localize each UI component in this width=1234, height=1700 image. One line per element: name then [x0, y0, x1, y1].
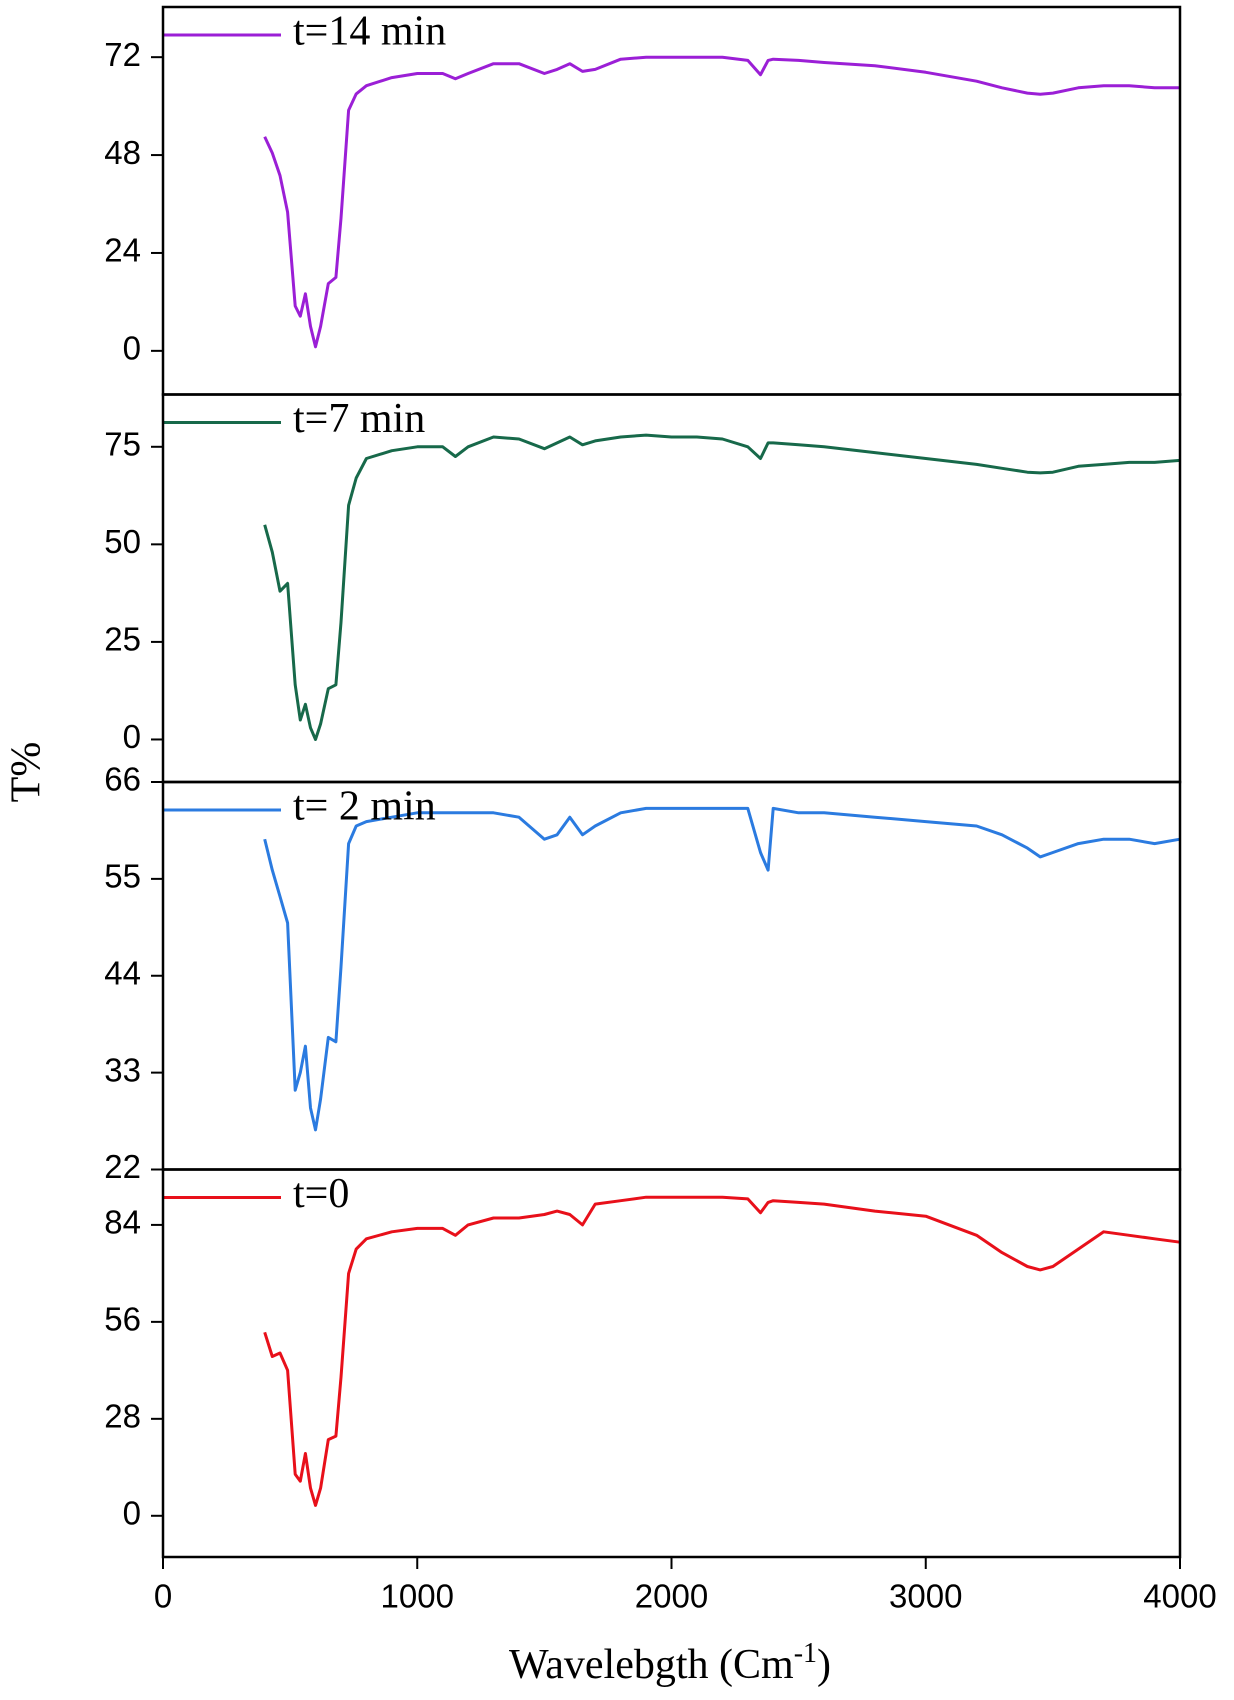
- panel-frame: [161, 780, 1182, 1171]
- y-tick-label: 0: [123, 1495, 141, 1532]
- panel-frame: [161, 5, 1182, 396]
- x-tick-label: 4000: [1143, 1578, 1216, 1615]
- legend-label: t=14 min: [293, 9, 446, 55]
- y-tick-label: 84: [104, 1204, 141, 1241]
- y-tick-label: 28: [104, 1398, 141, 1435]
- y-axis-label: T%: [4, 742, 50, 803]
- spectrum-line: [263, 1195, 1181, 1507]
- x-tick-label: 1000: [381, 1578, 454, 1615]
- y-tick-label: 75: [104, 426, 141, 463]
- x-axis-label-superscript: -1: [794, 1638, 817, 1669]
- y-tick-label: 22: [104, 1148, 141, 1185]
- x-tick-label: 3000: [889, 1578, 962, 1615]
- y-tick-label: 25: [104, 621, 141, 658]
- y-tick-label: 0: [123, 330, 141, 367]
- legend-label: t=0: [293, 1171, 349, 1217]
- x-axis-label-text: Wavelebgth (Cm: [509, 1642, 794, 1688]
- y-tick-label: 50: [104, 523, 141, 560]
- x-tick-label: 0: [154, 1578, 172, 1615]
- x-axis-label: Wavelebgth (Cm-1): [509, 1638, 831, 1688]
- y-tick-label: 66: [104, 761, 141, 798]
- y-tick-label: 33: [104, 1051, 141, 1088]
- panel-frame: [161, 393, 1182, 784]
- y-tick-label: 72: [104, 36, 141, 73]
- x-tick-label: 2000: [635, 1578, 708, 1615]
- y-tick-label: 56: [104, 1301, 141, 1338]
- y-tick-label: 24: [104, 232, 141, 269]
- legend-label: t= 2 min: [293, 784, 436, 830]
- y-tick-label: 48: [104, 134, 141, 171]
- spectrum-line: [263, 433, 1181, 741]
- y-tick-label: 44: [104, 954, 141, 991]
- x-axis-label-close: ): [817, 1642, 831, 1688]
- spectrum-line: [263, 55, 1180, 349]
- y-tick-label: 55: [104, 858, 141, 895]
- y-tick-label: 0: [123, 718, 141, 755]
- legend-label: t=7 min: [293, 396, 425, 442]
- spectrum-line: [263, 806, 1181, 1132]
- panel-frame: [161, 1168, 1182, 1559]
